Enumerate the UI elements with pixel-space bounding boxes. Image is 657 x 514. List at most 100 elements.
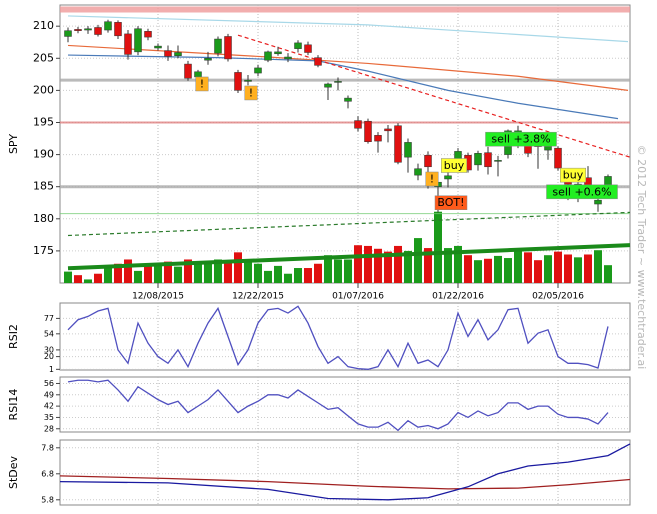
signal-box	[441, 158, 467, 173]
volume-bar	[454, 245, 462, 283]
overlay-line	[67, 54, 619, 120]
volume-bar	[234, 252, 242, 283]
candle-body	[84, 28, 92, 31]
y-tick-label: 195	[33, 115, 54, 128]
indicator-line	[67, 305, 609, 370]
candle-body	[184, 63, 192, 79]
overlay-line	[67, 243, 631, 271]
y-tick-label: 54	[44, 329, 54, 338]
candle-body	[234, 72, 242, 91]
x-tick-label: 01/22/2016	[432, 292, 484, 302]
volume-bar	[434, 211, 442, 283]
candle-body	[444, 175, 452, 180]
panel	[59, 302, 631, 371]
candle-body	[194, 71, 202, 78]
signal-label: buy	[563, 169, 584, 182]
volume-bar	[164, 261, 172, 283]
x-tick-label: 01/07/2016	[332, 292, 384, 302]
y-tick-label: 42	[44, 402, 54, 411]
candle-body	[354, 120, 362, 129]
volume-bar	[414, 238, 422, 283]
volume-bar	[224, 261, 232, 283]
signal-box	[434, 195, 468, 210]
volume-bar	[144, 265, 152, 283]
volume-bar	[364, 245, 372, 283]
y-tick-label: 175	[33, 244, 54, 257]
y-tick-label: 200	[33, 83, 54, 96]
watermark: © 2012 Tech Trader ~ www.techtrader.ai	[635, 145, 648, 370]
volume-bar	[254, 263, 262, 283]
volume-bar	[334, 259, 342, 283]
volume-bar	[394, 245, 402, 283]
volume-bar	[344, 259, 352, 283]
signal-label: BOT!	[437, 196, 464, 209]
candle-body	[274, 51, 282, 55]
overlay-line	[67, 44, 629, 91]
y-tick-label: 6.8	[41, 469, 54, 478]
volume-bar	[384, 251, 392, 283]
candle-body	[214, 38, 222, 54]
signal-label: sell +0.6%	[552, 185, 611, 198]
y-tick-label: 210	[33, 19, 54, 32]
candle-body	[254, 67, 262, 74]
volume-bar	[204, 261, 212, 283]
volume-bar	[304, 268, 312, 283]
overlay-line	[237, 34, 631, 158]
volume-bar	[554, 251, 562, 283]
volume-bar	[474, 260, 482, 283]
candle-body	[94, 27, 102, 35]
volume-bar	[244, 261, 252, 283]
volume-bar	[584, 254, 592, 283]
volume-bar	[564, 254, 572, 283]
volume-bar	[184, 259, 192, 283]
volume-bar	[494, 255, 502, 283]
signal-label: !	[249, 86, 253, 99]
volume-bar	[444, 248, 452, 283]
signal-label: sell +3.8%	[491, 133, 550, 146]
y-axis-label: RSI2	[7, 324, 20, 349]
volume-bar	[544, 255, 552, 283]
volume-bar	[194, 264, 202, 283]
volume-bar	[484, 258, 492, 283]
volume-bar	[114, 263, 122, 283]
signal-box	[425, 171, 439, 187]
y-axis-label: RSI14	[7, 389, 20, 421]
volume-bar	[104, 266, 112, 283]
candle-body	[344, 97, 352, 102]
volume-bar	[604, 265, 612, 283]
signal-box	[546, 184, 618, 200]
y-tick-label: 20	[44, 352, 54, 361]
volume-bar	[284, 273, 292, 283]
volume-bar	[354, 245, 362, 283]
candle-body	[134, 28, 142, 53]
volume-bar	[404, 250, 412, 283]
panel	[59, 376, 631, 433]
volume-bar	[264, 270, 272, 283]
candle-body	[474, 153, 482, 166]
candle-body	[264, 51, 272, 61]
volume-bar	[74, 275, 82, 283]
volume-bar	[534, 260, 542, 283]
volume-bar	[314, 263, 322, 283]
candle-body	[334, 81, 342, 83]
x-tick-label: 12/22/2015	[232, 292, 284, 302]
signal-box	[485, 131, 557, 147]
overlay-line	[67, 15, 629, 43]
candle-body	[384, 128, 392, 132]
volume-bar	[214, 259, 222, 283]
candle-body	[394, 125, 402, 163]
candle-body	[304, 44, 312, 53]
candle-body	[174, 52, 182, 56]
candle-body	[114, 22, 122, 37]
volume-bar	[294, 268, 302, 283]
overlay-line	[67, 211, 631, 237]
candle-body	[294, 42, 302, 49]
candle-body	[244, 79, 252, 82]
volume-bar	[84, 279, 92, 283]
volume-bar	[504, 258, 512, 283]
y-tick-label: 7.8	[41, 443, 54, 452]
candle-body	[414, 168, 422, 176]
volume-bar	[274, 265, 282, 283]
x-tick-label: 12/08/2015	[132, 292, 184, 302]
signal-box	[195, 76, 209, 92]
